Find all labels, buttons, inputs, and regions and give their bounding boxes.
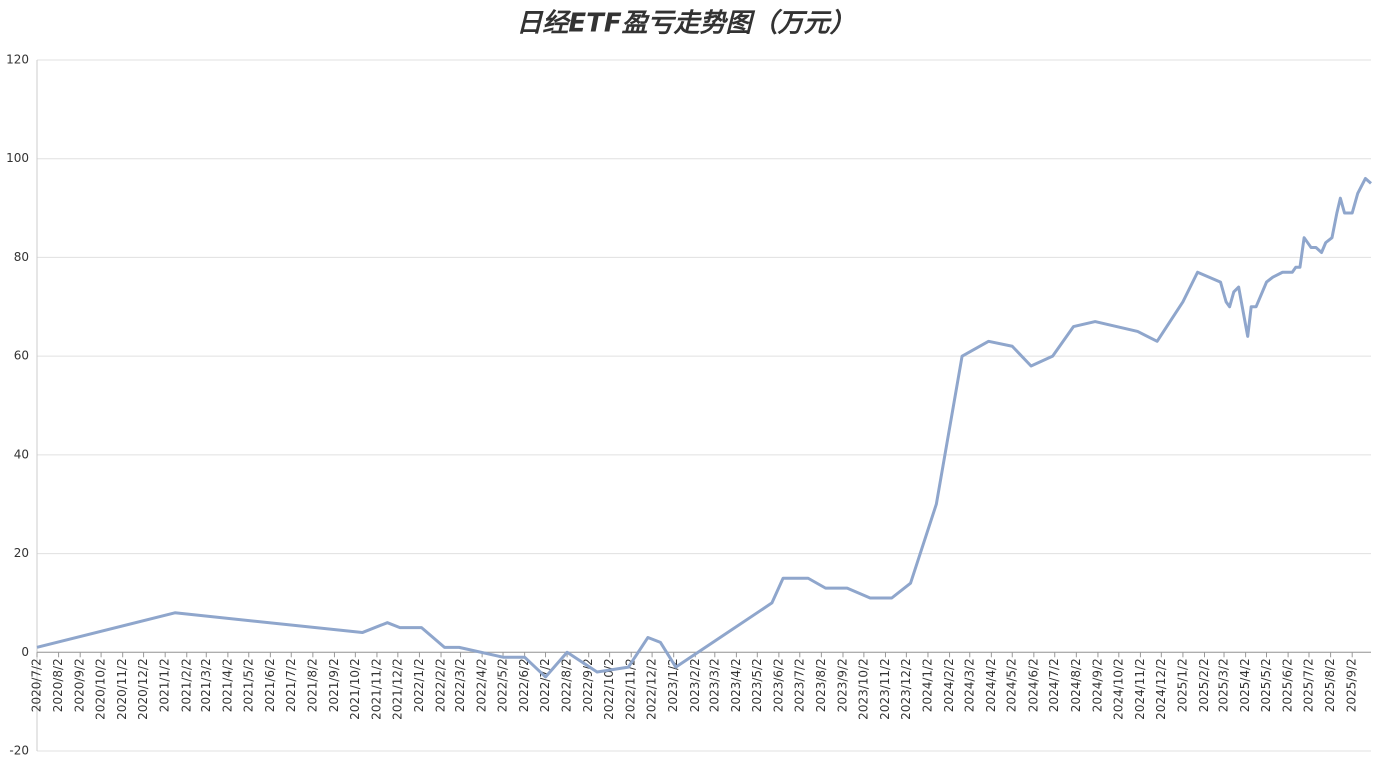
x-tick-label: 2020/7/2: [30, 658, 44, 712]
x-tick-label: 2024/3/2: [962, 658, 976, 712]
x-tick-label: 2022/11/2: [624, 658, 638, 720]
x-tick-label: 2022/9/2: [581, 658, 595, 712]
x-tick-label: 2024/10/2: [1111, 658, 1125, 720]
x-tick-label: 2023/4/2: [729, 658, 743, 712]
x-tick-label: 2022/6/2: [517, 658, 531, 712]
x-tick-label: 2024/12/2: [1154, 658, 1168, 720]
y-tick-label: 0: [21, 645, 29, 659]
x-tick-label: 2021/12/2: [390, 658, 404, 720]
x-tick-label: 2021/11/2: [369, 658, 383, 720]
y-tick-label: -20: [9, 744, 29, 758]
x-tick-label: 2022/4/2: [475, 658, 489, 712]
x-tick-label: 2025/1/2: [1175, 658, 1189, 712]
y-tick-label: 100: [6, 151, 29, 165]
x-tick-label: 2023/1/2: [666, 658, 680, 712]
x-tick-label: 2022/7/2: [538, 658, 552, 712]
y-tick-label: 20: [14, 546, 29, 560]
x-tick-label: 2024/9/2: [1090, 658, 1104, 712]
x-tick-label: 2021/6/2: [263, 658, 277, 712]
x-tick-label: 2023/10/2: [856, 658, 870, 720]
x-tick-label: 2025/2/2: [1197, 658, 1211, 712]
x-tick-label: 2021/8/2: [305, 658, 319, 712]
x-tick-label: 2022/12/2: [645, 658, 659, 720]
x-tick-label: 2021/10/2: [348, 658, 362, 720]
x-tick-label: 2023/6/2: [771, 658, 785, 712]
x-tick-label: 2025/4/2: [1238, 658, 1252, 712]
x-tick-label: 2022/8/2: [560, 658, 574, 712]
x-tick-label: 2023/9/2: [835, 658, 849, 712]
x-tick-label: 2022/2/2: [434, 658, 448, 712]
x-tick-label: 2021/2/2: [179, 658, 193, 712]
x-tick-label: 2020/10/2: [94, 658, 108, 720]
x-tick-label: 2024/11/2: [1133, 658, 1147, 720]
x-tick-label: 2025/6/2: [1281, 658, 1295, 712]
x-tick-label: 2023/8/2: [814, 658, 828, 712]
x-tick-label: 2022/1/2: [412, 658, 426, 712]
chart-title: 日经ETF盈亏走势图（万元）: [516, 9, 855, 39]
x-tick-label: 2022/3/2: [453, 658, 467, 712]
x-tick-label: 2021/5/2: [241, 658, 255, 712]
x-tick-label: 2024/1/2: [920, 658, 934, 712]
data-line: [36, 176, 1372, 679]
x-tick-label: 2020/8/2: [51, 658, 65, 712]
x-tick-label: 2025/8/2: [1323, 658, 1337, 712]
x-tick-label: 2023/5/2: [750, 658, 764, 712]
x-tick-label: 2024/5/2: [1005, 658, 1019, 712]
x-tick-label: 2025/5/2: [1259, 658, 1273, 712]
x-tick-label: 2021/7/2: [284, 658, 298, 712]
x-tick-label: 2024/2/2: [942, 658, 956, 712]
x-tick-label: 2022/10/2: [602, 658, 616, 720]
x-tick-label: 2021/1/2: [158, 658, 172, 712]
x-tick-label: 2023/7/2: [792, 658, 806, 712]
x-tick-label: 2025/7/2: [1302, 658, 1316, 712]
x-tick-label: 2020/11/2: [115, 658, 129, 720]
y-tick-label: 120: [6, 53, 29, 67]
x-tick-label: 2020/12/2: [136, 658, 150, 720]
x-tick-label: 2020/9/2: [73, 658, 87, 712]
x-tick-label: 2025/9/2: [1345, 658, 1359, 712]
x-tick-label: 2024/7/2: [1047, 658, 1061, 712]
y-tick-label: 80: [14, 250, 29, 264]
x-tick-label: 2021/4/2: [220, 658, 234, 712]
x-tick-label: 2023/3/2: [707, 658, 721, 712]
x-tick-label: 2023/11/2: [878, 658, 892, 720]
x-tick-label: 2023/2/2: [688, 658, 702, 712]
x-tick-label: 2021/3/2: [199, 658, 213, 712]
x-tick-label: 2023/12/2: [899, 658, 913, 720]
x-tick-label: 2022/5/2: [496, 658, 510, 712]
x-tick-label: 2025/3/2: [1217, 658, 1231, 712]
x-tick-label: 2024/6/2: [1026, 658, 1040, 712]
x-tick-label: 2024/8/2: [1069, 658, 1083, 712]
x-tick-label: 2024/4/2: [984, 658, 998, 712]
y-tick-label: 40: [14, 447, 29, 461]
y-tick-label: 60: [14, 349, 29, 363]
x-tick-label: 2021/9/2: [327, 658, 341, 712]
